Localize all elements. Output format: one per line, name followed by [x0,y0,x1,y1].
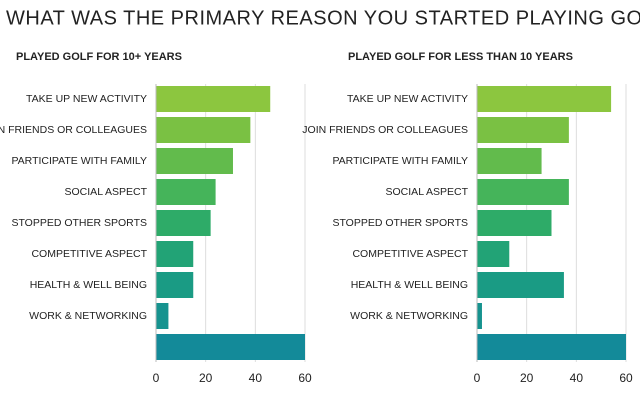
bar [477,148,542,174]
subtitle: PLAYED GOLF FOR 10+ YEARS [16,51,182,63]
y-tick-label: JOIN FRIENDS OR COLLEAGUES [302,124,468,136]
y-tick-label: COMPETITIVE ASPECT [352,248,468,260]
subtitle: PLAYED GOLF FOR LESS THAN 10 YEARS [348,51,573,63]
y-tick-label: STOPPED OTHER SPORTS [332,217,468,229]
bar [156,303,169,329]
bar [477,179,569,205]
bar [477,210,552,236]
x-tick-label: 40 [570,371,584,385]
bar [477,241,510,267]
y-tick-label: PARTICIPATE WITH FAMILY [332,155,468,167]
y-tick-label: SOCIAL ASPECT [386,186,469,198]
bar [156,86,271,112]
page-title: WHAT WAS THE PRIMARY REASON YOU STARTED … [6,7,640,29]
bar [156,148,233,174]
bar [477,334,626,360]
x-tick-label: 40 [249,371,263,385]
bar [477,272,564,298]
y-tick-label: WORK & NETWORKING [29,310,147,322]
y-tick-label: HEALTH & WELL BEING [351,279,468,291]
bar [477,117,569,143]
y-tick-label: JOIN FRIENDS OR COLLEAGUES [0,124,147,136]
y-tick-label: TAKE UP NEW ACTIVITY [26,93,147,105]
x-tick-label: 20 [520,371,534,385]
x-tick-label: 60 [298,371,312,385]
x-tick-label: 0 [474,371,481,385]
bar [477,86,612,112]
x-tick-label: 20 [199,371,213,385]
y-tick-label: COMPETITIVE ASPECT [31,248,147,260]
bar [156,210,211,236]
bar [156,179,216,205]
y-tick-label: SOCIAL ASPECT [65,186,148,198]
y-tick-label: PARTICIPATE WITH FAMILY [11,155,147,167]
x-tick-label: 60 [619,371,633,385]
y-tick-label: HEALTH & WELL BEING [30,279,147,291]
bar [156,334,305,360]
bar [156,272,194,298]
y-tick-label: STOPPED OTHER SPORTS [11,217,147,229]
y-tick-label: WORK & NETWORKING [350,310,468,322]
bar [477,303,482,329]
y-tick-label: TAKE UP NEW ACTIVITY [347,93,468,105]
x-tick-label: 0 [153,371,160,385]
bar [156,117,251,143]
bar [156,241,194,267]
